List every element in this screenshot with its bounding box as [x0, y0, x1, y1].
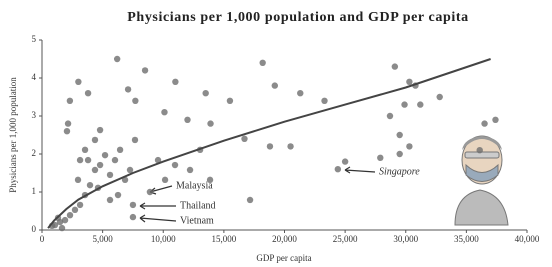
x-tick-label: 20,000 — [272, 234, 297, 244]
x-tick-label: 30,000 — [393, 234, 418, 244]
annotation: Thailand — [180, 200, 216, 211]
scatter-point — [117, 147, 123, 153]
scatter-point — [247, 197, 253, 203]
scatter-point — [187, 167, 193, 173]
scatter-point — [130, 214, 136, 220]
scatter-point — [377, 155, 383, 161]
scatter-point — [142, 67, 148, 73]
scatter-point — [62, 217, 68, 223]
x-tick-label: 0 — [40, 234, 45, 244]
scatter-point — [92, 137, 98, 143]
scatter-point — [335, 166, 341, 172]
chart: Physicians per 1,000 population and GDP … — [0, 0, 552, 267]
scatter-point — [64, 128, 70, 134]
scatter-point — [406, 143, 412, 149]
scatter-point — [492, 117, 498, 123]
scatter-point — [172, 162, 178, 168]
y-axis-label: Physicians per 1,000 population — [8, 77, 18, 193]
y-tick-label: 5 — [32, 34, 37, 44]
x-tick-label: 25,000 — [333, 234, 358, 244]
scatter-point — [72, 207, 78, 213]
scatter-point — [202, 90, 208, 96]
scatter-point — [342, 158, 348, 164]
scatter-point — [59, 225, 65, 231]
scatter-point — [82, 147, 88, 153]
scatter-point — [97, 127, 103, 133]
scatter-point — [241, 136, 247, 142]
scatter-point — [481, 120, 487, 126]
scatter-point — [112, 157, 118, 163]
scatter-point — [321, 98, 327, 104]
scatter-point — [85, 157, 91, 163]
y-tick-label: 1 — [32, 186, 37, 196]
scatter-point — [67, 212, 73, 218]
annotation: Malaysia — [176, 180, 213, 191]
x-axis-label: GDP per capita — [256, 253, 311, 263]
scatter-point — [132, 137, 138, 143]
scatter-point — [107, 172, 113, 178]
scatter-point — [132, 98, 138, 104]
scatter-point — [396, 132, 402, 138]
scatter-point — [227, 98, 233, 104]
scatter-point — [77, 157, 83, 163]
scatter-point — [207, 120, 213, 126]
scatter-point — [107, 197, 113, 203]
scatter-point — [406, 79, 412, 85]
annotation-arrows — [140, 167, 375, 222]
scatter-point — [437, 94, 443, 100]
scatter-point — [287, 143, 293, 149]
scatter-point — [65, 120, 71, 126]
scatter-point — [115, 192, 121, 198]
scatter-point — [396, 151, 402, 157]
y-tick-label: 3 — [32, 110, 37, 120]
scatter-point — [477, 147, 483, 153]
scatter-point — [259, 60, 265, 66]
scatter-point — [97, 162, 103, 168]
scatter-point — [67, 98, 73, 104]
x-tick-label: 15,000 — [212, 234, 237, 244]
scatter-point — [184, 117, 190, 123]
scatter-point — [77, 202, 83, 208]
scatter-point — [401, 101, 407, 107]
annotation: Singapore — [379, 166, 420, 177]
chart-title: Physicians per 1,000 population and GDP … — [127, 10, 468, 25]
scatter-point — [392, 63, 398, 69]
scatter-point — [85, 90, 91, 96]
annotation: Vietnam — [180, 215, 214, 226]
scatter-point — [172, 79, 178, 85]
scatter-point — [75, 79, 81, 85]
y-tick-label: 0 — [32, 224, 37, 234]
scatter-point — [161, 109, 167, 115]
scatter-point — [387, 113, 393, 119]
scatter-point — [162, 177, 168, 183]
y-tick-label: 4 — [32, 72, 37, 82]
scatter-point — [114, 56, 120, 62]
x-tick-label: 35,000 — [454, 234, 479, 244]
scatter-point — [147, 189, 153, 195]
scatter-point — [87, 182, 93, 188]
x-tick-label: 10,000 — [151, 234, 176, 244]
scatter-point — [130, 202, 136, 208]
scatter-point — [297, 90, 303, 96]
y-tick-label: 2 — [32, 148, 37, 158]
scatter-point — [127, 167, 133, 173]
scatter-point — [102, 152, 108, 158]
scatter-point — [417, 101, 423, 107]
scatter-point — [125, 86, 131, 92]
scatter-point — [272, 82, 278, 88]
scatter-point — [75, 177, 81, 183]
scatter-point — [267, 143, 273, 149]
x-tick-label: 5,000 — [93, 234, 114, 244]
x-tick-label: 40,000 — [515, 234, 540, 244]
scatter-point — [92, 167, 98, 173]
